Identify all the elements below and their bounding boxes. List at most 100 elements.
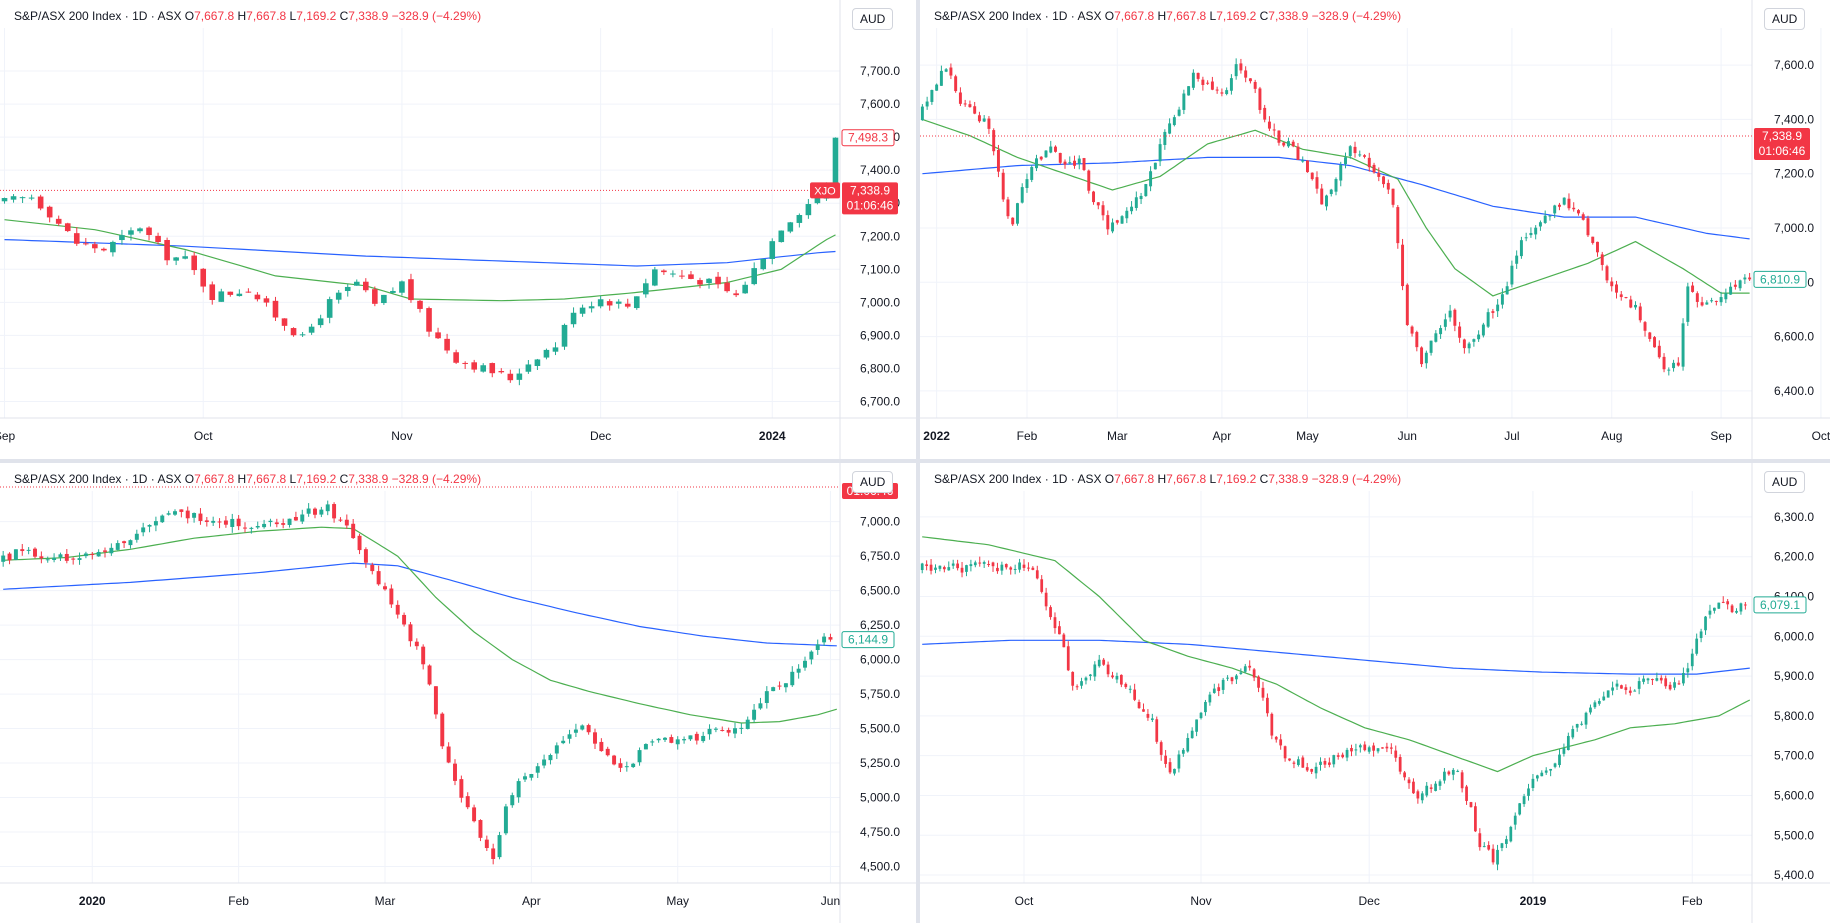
candle-body — [956, 564, 959, 569]
candle-body — [968, 104, 971, 107]
candle-body — [1695, 639, 1698, 654]
candle-body — [1064, 162, 1067, 165]
chart-pane-2[interactable]: 6,400.06,600.06,800.07,000.07,200.07,400… — [920, 0, 1830, 459]
y-tick-label: 5,250.0 — [860, 756, 900, 770]
candle-body — [396, 605, 400, 615]
x-tick-label: Feb — [1017, 429, 1038, 443]
chart-pane-4[interactable]: 5,400.0 5,500.0 5,600.0 5,700.0 5,800.0 5,900… — [920, 463, 1830, 923]
candle-body — [561, 741, 565, 743]
candle-body — [326, 504, 330, 511]
currency-button[interactable]: AUD — [1764, 8, 1805, 30]
candles — [1, 501, 832, 865]
legend-open: 7,667.8 — [1114, 472, 1154, 486]
candle-body — [1415, 332, 1418, 347]
y-tick-label: 6,800.0 — [860, 361, 900, 375]
candle-body — [1582, 214, 1585, 219]
legend-separator: · — [121, 472, 132, 486]
currency-button[interactable]: AUD — [1764, 471, 1805, 493]
candle-body — [1076, 686, 1079, 687]
candle-body — [987, 564, 990, 565]
candle-body — [523, 776, 527, 779]
candle-body — [1602, 697, 1605, 701]
candle-body — [288, 519, 292, 525]
y-tick-label: 5,500.0 — [1774, 828, 1814, 842]
candle-body — [1456, 771, 1459, 772]
candle-body — [39, 556, 43, 558]
candle-body — [300, 515, 304, 522]
candle-body — [809, 652, 813, 660]
candle-body — [11, 196, 17, 199]
candle-body — [313, 509, 317, 515]
candle-body — [1159, 144, 1162, 161]
candle-body — [1085, 678, 1088, 681]
candle-body — [237, 519, 241, 526]
candle-body — [746, 720, 750, 729]
candle-body — [1335, 179, 1338, 192]
chart-svg[interactable]: 5,400.0 5,500.0 5,600.0 5,700.0 5,800.0 5,900… — [920, 463, 1830, 923]
candle-body — [970, 564, 973, 566]
candle-body — [1660, 678, 1663, 681]
legend-open: 7,667.8 — [194, 472, 234, 486]
candle-body — [1401, 245, 1404, 286]
x-tick-label: Oct — [1015, 894, 1034, 908]
candle-body — [1527, 788, 1530, 795]
candle-body — [354, 282, 360, 286]
chart-legend[interactable]: S&P/ASX 200 Index · 1D · ASX O7,667.8 H7… — [934, 472, 1401, 486]
legend-low: 7,169.2 — [1216, 472, 1256, 486]
candle-body — [1025, 179, 1028, 188]
last-price-text: 6,144.9 — [848, 633, 888, 647]
candle-body — [1163, 132, 1166, 145]
legend-separator: · — [147, 472, 157, 486]
candle-body — [1009, 567, 1012, 569]
candle-body — [1220, 92, 1223, 93]
chart-svg[interactable]: 6,400.06,600.06,800.07,000.07,200.07,400… — [920, 0, 1830, 459]
candle-body — [758, 703, 762, 708]
candle-body — [1449, 311, 1452, 318]
candle-body — [1443, 772, 1446, 781]
candle-body — [1544, 216, 1547, 223]
candle-body — [1187, 86, 1190, 95]
candle-body — [1049, 607, 1052, 617]
candle-body — [110, 242, 116, 252]
currency-button[interactable]: AUD — [852, 471, 893, 493]
candle-body — [1121, 216, 1124, 223]
currency-button[interactable]: AUD — [852, 8, 893, 30]
y-tick-label: 6,900.0 — [860, 328, 900, 342]
candle-body — [634, 296, 640, 308]
candle-body — [1249, 78, 1252, 81]
candle-body — [679, 276, 685, 277]
candle-body — [1111, 675, 1114, 677]
chart-pane-1[interactable]: 6,700.0 6,800.0 6,900.0 7,000.0 7,100.0 7,200… — [0, 0, 916, 459]
candle-body — [327, 299, 333, 318]
candle-body — [1482, 325, 1485, 336]
chart-pane-3[interactable]: 4,500.0 4,750.0 5,000.0 5,250.0 5,500.0 5,750… — [0, 463, 916, 923]
candle-body — [211, 521, 215, 523]
chart-legend[interactable]: S&P/ASX 200 Index · 1D · ASX O7,667.8 H7… — [14, 9, 481, 23]
candle-body — [1663, 357, 1666, 369]
candle-body — [1301, 161, 1304, 162]
candle-body — [778, 231, 784, 243]
candle-body — [20, 197, 26, 198]
candle-body — [1417, 791, 1420, 798]
candle-body — [52, 558, 56, 560]
candle-body — [38, 197, 44, 209]
candle-body — [230, 519, 234, 527]
candle-body — [318, 318, 324, 325]
candle-body — [1515, 256, 1518, 264]
chart-legend[interactable]: S&P/ASX 200 Index · 1D · ASX O7,667.8 H7… — [14, 472, 481, 486]
candle-body — [921, 564, 924, 570]
candle-body — [1031, 568, 1034, 570]
legend-symbol: S&P/ASX 200 Index — [14, 472, 121, 486]
candle-body — [1620, 685, 1623, 688]
y-tick-label: 5,800.0 — [1774, 709, 1814, 723]
candle-body — [1669, 685, 1672, 690]
candle-body — [1439, 328, 1442, 334]
chart-svg[interactable]: 6,700.0 6,800.0 6,900.0 7,000.0 7,100.0 7,200… — [0, 0, 916, 459]
ma-long-line — [3, 563, 837, 646]
chart-legend[interactable]: S&P/ASX 200 Index · 1D · ASX O7,667.8 H7… — [934, 9, 1401, 23]
x-tick-label: Oct — [194, 429, 213, 443]
candle-body — [1472, 339, 1475, 342]
chart-svg[interactable]: 4,500.0 4,750.0 5,000.0 5,250.0 5,500.0 5,750… — [0, 463, 916, 923]
pane-divider-horizontal[interactable] — [0, 459, 1830, 463]
candle-body — [1724, 293, 1727, 299]
